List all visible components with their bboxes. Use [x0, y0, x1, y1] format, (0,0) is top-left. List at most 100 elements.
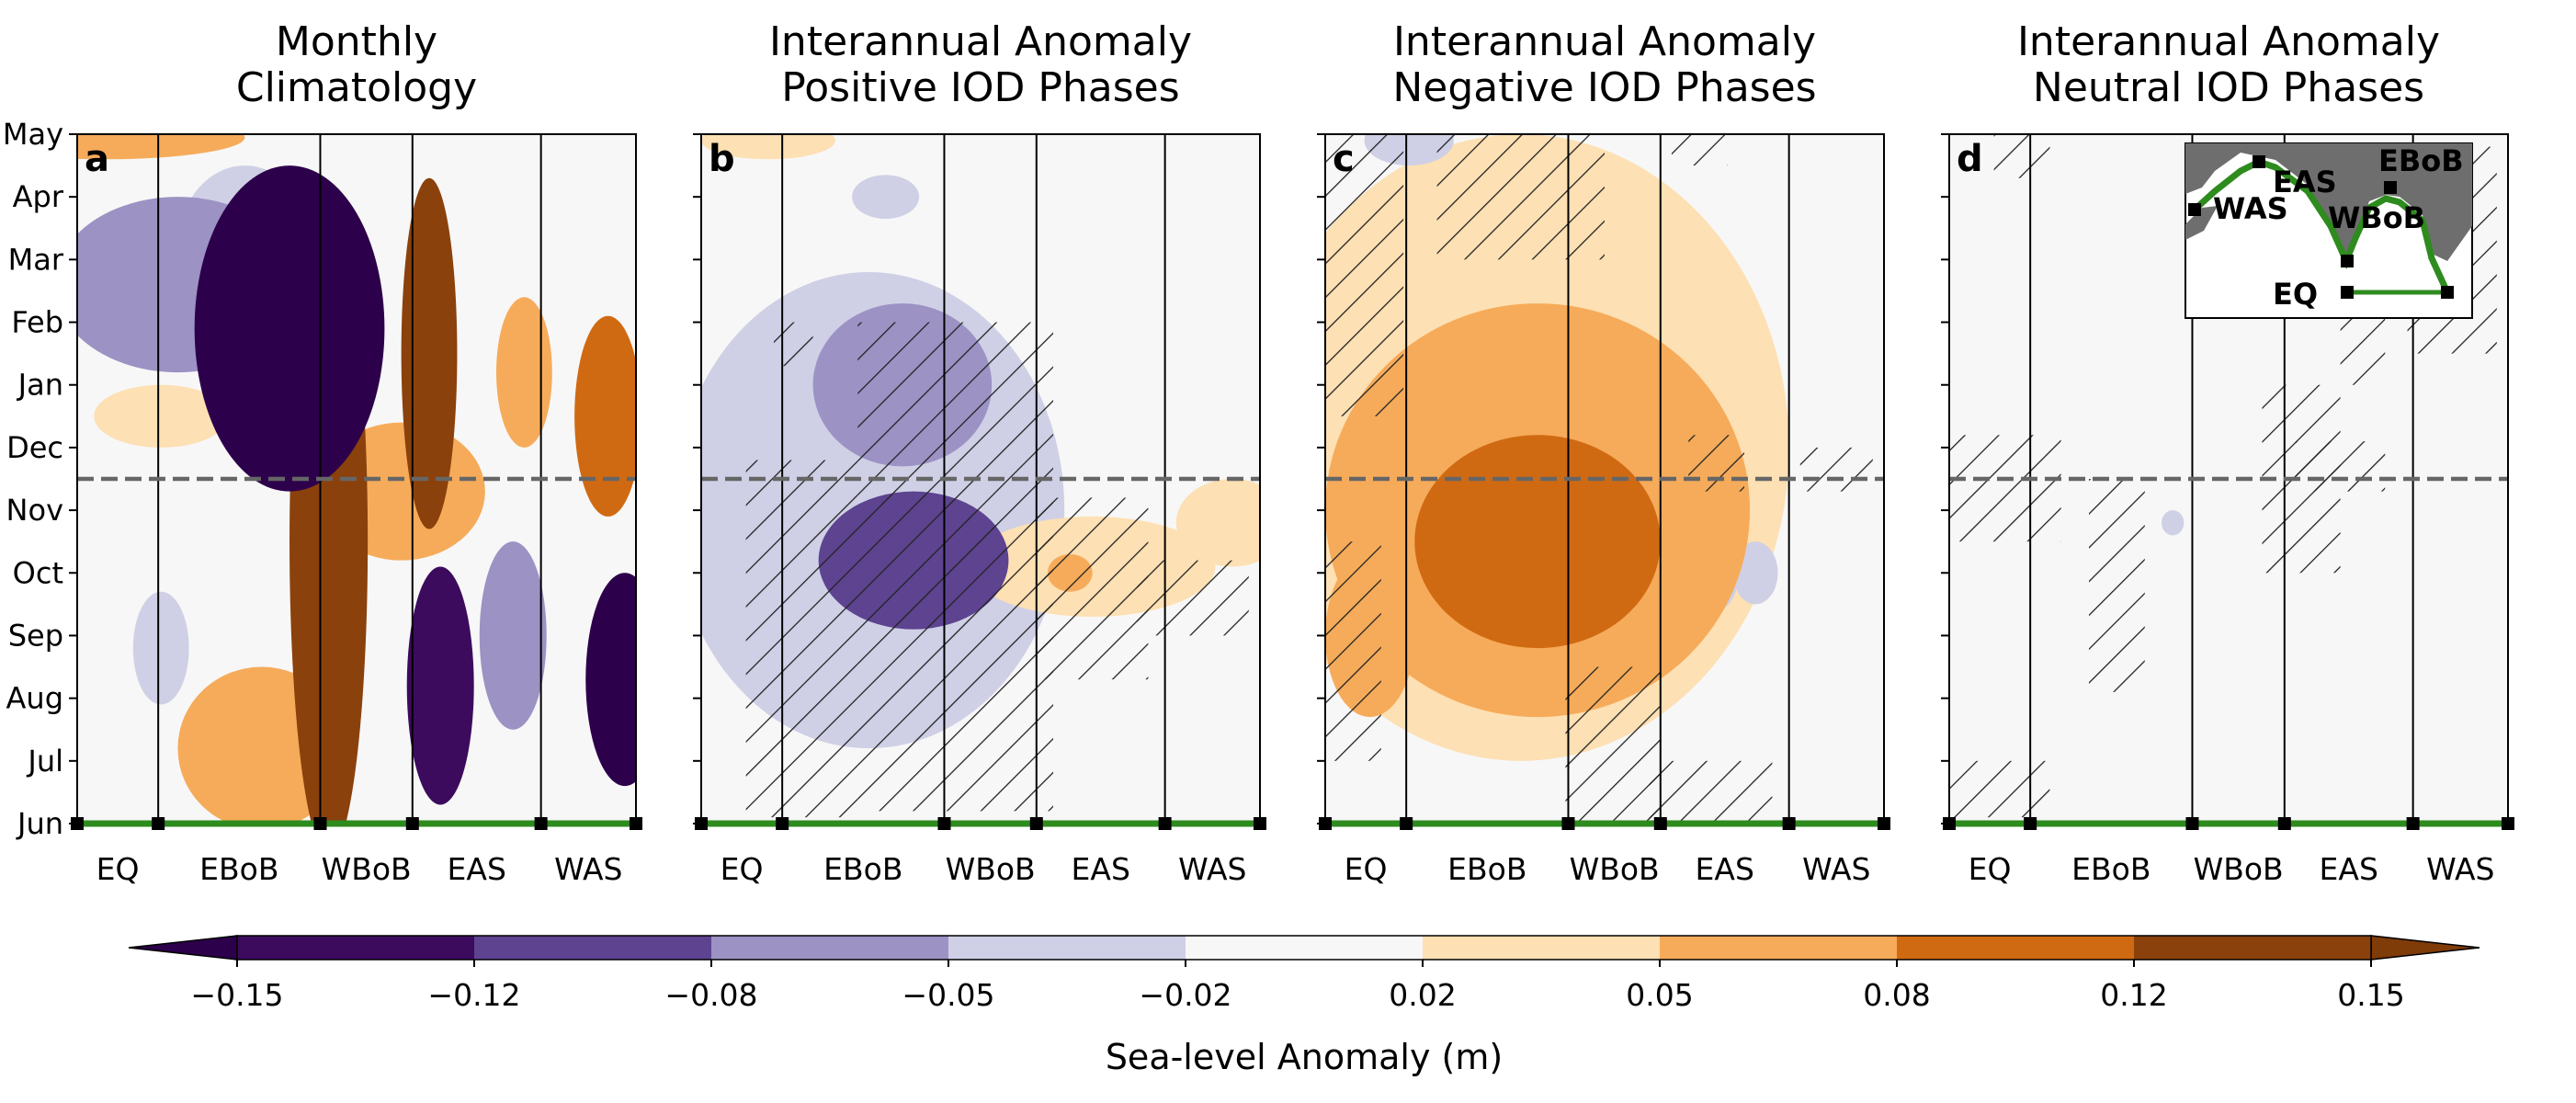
inset-land: [2185, 143, 2472, 263]
contour-patch-2: [132, 591, 189, 705]
contour-patch-15: [194, 165, 385, 492]
panel-c: EQ EBoB WBoB EAS WAS Interannual AnomalyNegat…: [1317, 18, 1890, 887]
significance-hatch-5: [1137, 560, 1249, 636]
colorbar-tick-label: 0.15: [2337, 977, 2404, 1013]
heatmap-field: [1325, 134, 1873, 824]
colorbar-tick-label: −0.05: [902, 977, 994, 1013]
panel-title: Neutral IOD Phases: [2033, 64, 2424, 111]
panel-title: Monthly: [276, 18, 437, 65]
contour-patch-7: [1414, 435, 1661, 649]
contour-patch-1: [94, 384, 229, 448]
y-tick-label: Jul: [26, 744, 63, 779]
x-region-label: WBoB: [1570, 851, 1660, 887]
x-region-label: WAS: [2426, 851, 2494, 887]
inset-marker-3: [2384, 181, 2397, 194]
colorbar-segment-8: [1897, 936, 2135, 960]
x-region-label: EAS: [448, 851, 506, 887]
contour-patch-4: [77, 134, 245, 160]
significance-hatch-7: [1436, 134, 1605, 260]
boundary-marker-4: [405, 817, 419, 830]
heatmap-field: [701, 134, 1260, 818]
significance-hatch-3: [1036, 497, 1149, 680]
x-region-label: EQ: [1345, 851, 1388, 887]
panel-title: Positive IOD Phases: [781, 64, 1179, 111]
panel-a: Jun Jul Aug Sep Oct Nov Dec Jan Feb Mar Apr May EQ EB…: [3, 18, 642, 887]
x-region-label: EAS: [1072, 851, 1130, 887]
x-region-label: WBoB: [2194, 851, 2284, 887]
y-tick-label: Jan: [17, 368, 63, 403]
boundary-marker-5: [2406, 817, 2420, 830]
significance-hatch-1: [1949, 435, 2061, 542]
inset-marker-1: [2188, 203, 2201, 216]
x-region-label: EBoB: [1447, 851, 1526, 887]
panel-title: Negative IOD Phases: [1392, 64, 1816, 111]
boundary-marker-5: [534, 817, 548, 830]
colorbar-frame: [236, 935, 2372, 961]
x-region-label: EAS: [2320, 851, 2378, 887]
boundary-marker-3: [937, 817, 951, 830]
panel-d: EQ EBoB WBoB EAS WAS Interannual AnomalyNeutr…: [1941, 18, 2514, 887]
boundary-marker-3: [1561, 817, 1575, 830]
boundary-marker-6: [630, 817, 642, 830]
panel-title: Interannual Anomaly: [769, 18, 1192, 65]
significance-hatch-3: [2089, 479, 2145, 692]
panel-title: Interannual Anomaly: [2017, 18, 2440, 65]
x-region-label: WAS: [1178, 851, 1246, 887]
inset-label-wbob: WBoB: [2328, 200, 2425, 235]
boundary-marker-2: [2024, 817, 2037, 830]
contour-patch-13: [406, 566, 474, 805]
boundary-marker-2: [776, 817, 789, 830]
x-region-label: WBoB: [322, 851, 412, 887]
colorbar-tick-label: 0.05: [1626, 977, 1693, 1013]
significance-hatch-5: [2340, 309, 2386, 385]
y-tick-label: Jun: [16, 806, 63, 841]
inset-label-ebob: EBoB: [2378, 143, 2464, 178]
boundary-marker-3: [2185, 817, 2199, 830]
colorbar-tick-label: 0.08: [1863, 977, 1930, 1013]
y-tick-label: Mar: [8, 242, 64, 277]
x-region-label: EQ: [1969, 851, 2012, 887]
panel-title: Interannual Anomaly: [1393, 18, 1816, 65]
boundary-marker-4: [2277, 817, 2291, 830]
colorbar-segment-1: [237, 936, 475, 960]
colorbar-tick-label: 0.02: [1389, 977, 1456, 1013]
x-region-label: WAS: [554, 851, 622, 887]
colorbar-segment-3: [711, 936, 949, 960]
boundary-marker-2: [152, 817, 165, 830]
inset-marker-2: [2253, 155, 2265, 168]
y-tick-label: Apr: [13, 179, 64, 214]
inset-marker-4: [2341, 255, 2354, 267]
significance-hatch-8: [1993, 134, 2050, 178]
colorbar-segment-2: [474, 936, 712, 960]
contour-patch-12: [401, 177, 458, 529]
colorbar: −0.15 −0.12 −0.08 −0.05 −0.02 0.02 0.05 0.08 0.1…: [128, 935, 2480, 1077]
y-tick-label: Feb: [11, 305, 63, 340]
x-region-label: EQ: [721, 851, 764, 887]
x-region-label: EAS: [1696, 851, 1754, 887]
contour-patch-10: [574, 315, 636, 517]
boundary-marker-6: [2502, 817, 2514, 830]
x-region-label: WBoB: [946, 851, 1036, 887]
inset-marker-5: [2341, 286, 2354, 299]
colorbar-tick-label: −0.12: [427, 977, 520, 1013]
y-tick-label: Aug: [6, 681, 63, 716]
contour-patch-6: [496, 297, 552, 448]
significance-hatch-6: [1799, 447, 1873, 492]
y-tick-label: May: [3, 117, 63, 152]
significance-hatch-7: [2295, 441, 2386, 492]
boundary-marker-6: [1254, 817, 1266, 830]
significance-hatch-8: [1671, 134, 1728, 166]
x-region-label: EQ: [96, 851, 140, 887]
contour-patch-8: [479, 541, 547, 730]
colorbar-tick-label: −0.15: [190, 977, 283, 1013]
inset-label-eq: EQ: [2273, 277, 2318, 312]
colorbar-tick-label: −0.08: [664, 977, 757, 1013]
boundary-marker-3: [313, 817, 327, 830]
x-region-label: EBoB: [199, 851, 278, 887]
x-region-label: EBoB: [823, 851, 902, 887]
panel-letter: b: [709, 138, 735, 180]
inset-label-was: WAS: [2213, 191, 2288, 226]
colorbar-segment-4: [948, 936, 1186, 960]
colorbar-title: Sea-level Anomaly (m): [1106, 1037, 1503, 1077]
